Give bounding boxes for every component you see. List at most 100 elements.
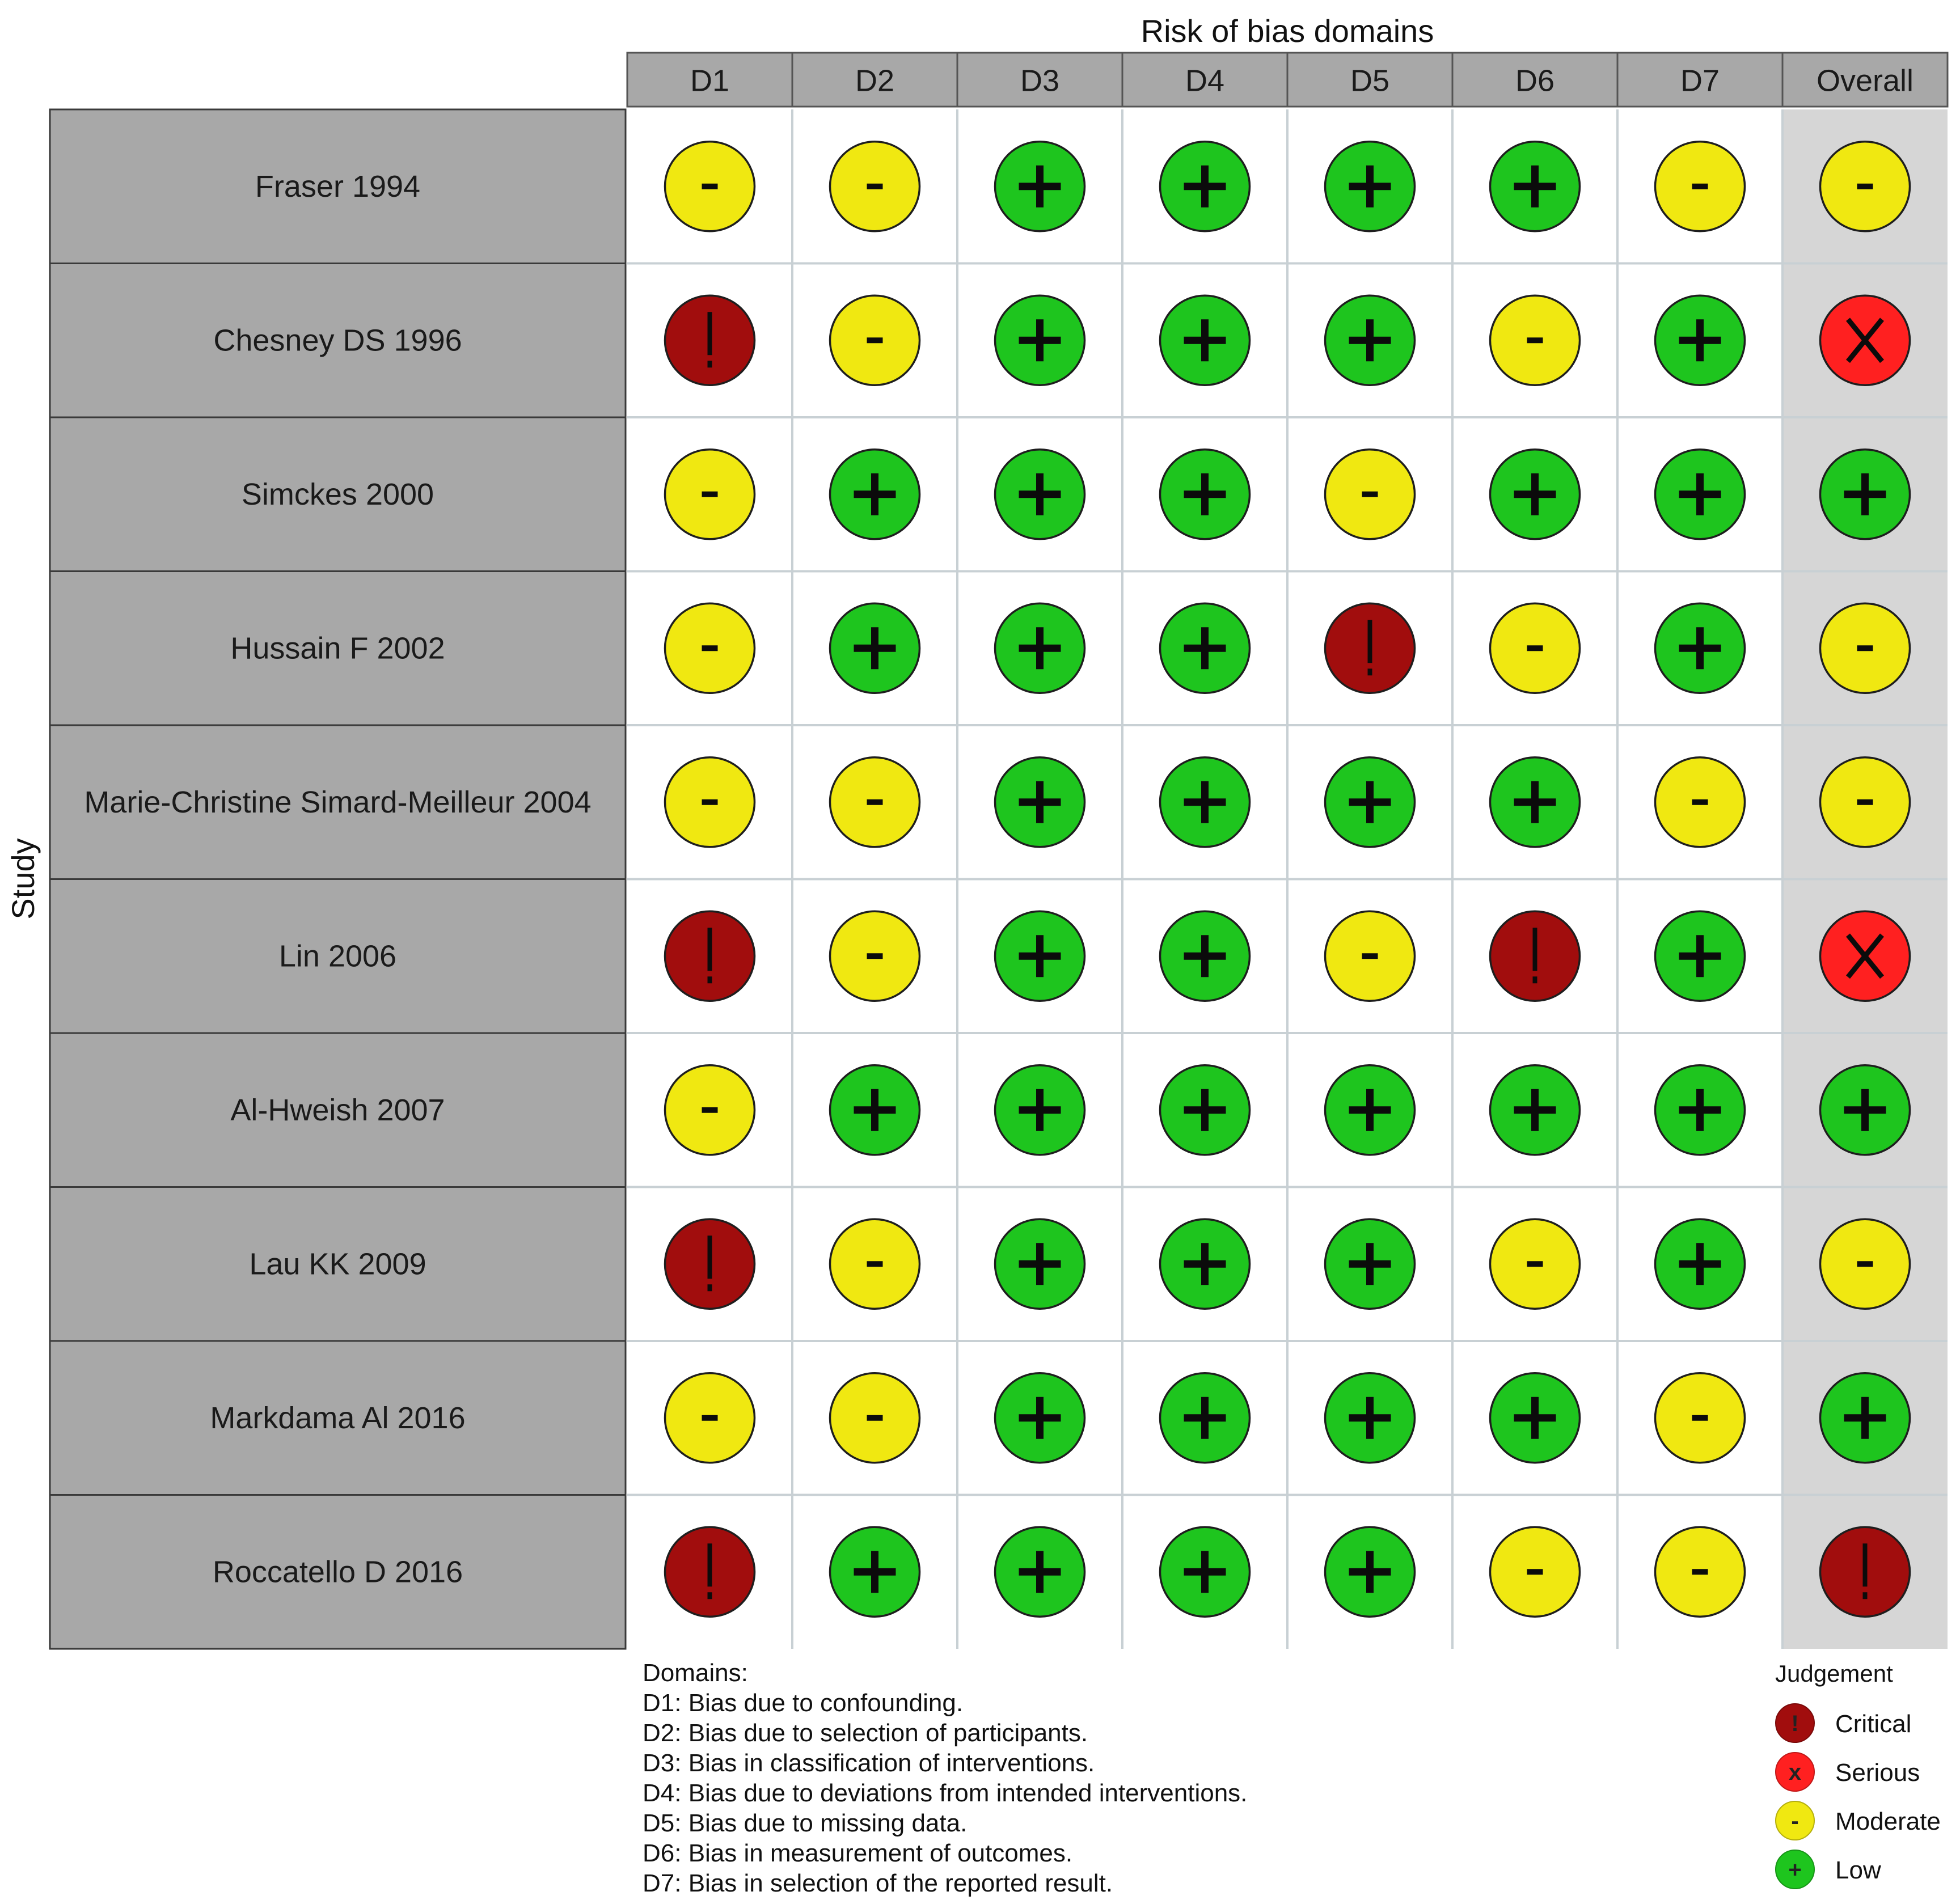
judgement-critical-roccatello-d-2016-overall: [1819, 1526, 1911, 1618]
judgement-low-lau-kk-2009-d4: [1159, 1218, 1251, 1310]
legend-item-critical: ! Critical: [1775, 1701, 1957, 1750]
minus-icon: [1692, 799, 1708, 805]
plus-icon: [871, 1089, 878, 1131]
judgement-critical-lin-2006-d6: [1489, 910, 1581, 1002]
judgement-moderate-hussain-f-2002-d6: [1489, 602, 1581, 694]
minus-icon: [867, 337, 883, 344]
minus-icon: [867, 1261, 883, 1267]
minus-icon: [1857, 645, 1873, 651]
judgement-low-roccatello-d-2016-d4: [1159, 1526, 1251, 1618]
plus-icon: [1036, 1397, 1044, 1439]
judgement-moderate-al-hweish-2007-d1: [664, 1064, 756, 1156]
judgement-low-markdama-al-2016-d5: [1324, 1372, 1416, 1464]
judgement-low-fraser-1994-d3: [994, 141, 1086, 232]
exclamation-icon: [707, 976, 712, 984]
domain-description-d3: D3: Bias in classification of interventi…: [643, 1749, 1095, 1777]
minus-icon: [867, 1415, 883, 1421]
minus-icon: [867, 183, 883, 189]
judgement-moderate-fraser-1994-d1: [664, 141, 756, 232]
plus-icon: [1531, 1089, 1539, 1131]
exclamation-icon: [1532, 928, 1537, 971]
y-axis-label: Study: [5, 838, 41, 919]
column-header-d6: [1451, 52, 1619, 108]
plus-icon: [1531, 1397, 1539, 1439]
minus-icon: [702, 491, 718, 497]
plus-icon: [1201, 627, 1209, 670]
judgement-critical-lau-kk-2009-d1: [664, 1218, 756, 1310]
study-label: Lau KK 2009: [249, 1247, 426, 1281]
judgement-low-lin-2006-d7: [1654, 910, 1746, 1002]
plus-icon: [1201, 1397, 1209, 1439]
plus-icon: [1201, 319, 1209, 362]
judgement-moderate-fraser-1994-d2: [829, 141, 921, 232]
legend-item-serious: x Serious: [1775, 1750, 1957, 1799]
judgement-moderate-hussain-f-2002-overall: [1819, 602, 1911, 694]
column-header-overall: [1781, 52, 1949, 108]
judgement-low-hussain-f-2002-d2: [829, 602, 921, 694]
plus-icon: [1366, 1243, 1374, 1285]
study-cell: [49, 263, 627, 418]
study-cell: [49, 1494, 627, 1650]
judgement-critical-hussain-f-2002-d5: [1324, 602, 1416, 694]
judgement-moderate-marie-christine-simard-meilleur-2004-overall: [1819, 756, 1911, 848]
judgement-low-hussain-f-2002-d7: [1654, 602, 1746, 694]
minus-icon: [1692, 1569, 1708, 1575]
judgement-moderate-marie-christine-simard-meilleur-2004-d7: [1654, 756, 1746, 848]
judgement-moderate-lau-kk-2009-d2: [829, 1218, 921, 1310]
plus-icon: [1366, 1089, 1374, 1131]
minus-icon: [1527, 1569, 1543, 1575]
study-cell: [49, 108, 627, 264]
judgement-moderate-simckes-2000-d1: [664, 448, 756, 540]
plus-icon: [1201, 473, 1209, 515]
judgement-low-fraser-1994-d6: [1489, 141, 1581, 232]
judgement-critical-chesney-ds-1996-d1: [664, 294, 756, 386]
judgement-low-marie-christine-simard-meilleur-2004-d4: [1159, 756, 1251, 848]
judgement-moderate-markdama-al-2016-d7: [1654, 1372, 1746, 1464]
study-label: Hussain F 2002: [230, 631, 445, 665]
judgement-serious-chesney-ds-1996-overall: [1819, 294, 1911, 386]
study-cell: [49, 878, 627, 1034]
column-header-label-d5: D5: [1350, 64, 1389, 98]
judgement-low-al-hweish-2007-d7: [1654, 1064, 1746, 1156]
judgement-low-simckes-2000-d4: [1159, 448, 1251, 540]
judgement-low-roccatello-d-2016-d2: [829, 1526, 921, 1618]
judgement-moderate-roccatello-d-2016-d6: [1489, 1526, 1581, 1618]
minus-icon: [867, 953, 883, 959]
domains-legend: Domains: D1: Bias due to confounding. D2…: [643, 1658, 1493, 1898]
plus-icon: [1696, 1089, 1704, 1131]
judgement-moderate-markdama-al-2016-d2: [829, 1372, 921, 1464]
minus-icon: [1857, 799, 1873, 805]
plus-icon: [1861, 473, 1869, 515]
moderate-icon: -: [1775, 1801, 1815, 1840]
plus-icon: [1036, 473, 1044, 515]
judgement-low-chesney-ds-1996-d3: [994, 294, 1086, 386]
plus-icon: [1531, 781, 1539, 823]
column-header-d1: [626, 52, 793, 108]
legend-label-serious: Serious: [1835, 1759, 1920, 1787]
judgement-low-marie-christine-simard-meilleur-2004-d3: [994, 756, 1086, 848]
plus-icon: [1696, 1243, 1704, 1285]
plus-icon: [1861, 1089, 1869, 1131]
judgement-low-fraser-1994-d4: [1159, 141, 1251, 232]
column-header-label-d1: D1: [690, 64, 729, 98]
plus-icon: [1201, 1243, 1209, 1285]
plus-icon: [1366, 319, 1374, 362]
study-label: Roccatello D 2016: [213, 1555, 463, 1589]
judgement-low-al-hweish-2007-d2: [829, 1064, 921, 1156]
study-cell: [49, 416, 627, 572]
column-header-label-d7: D7: [1680, 64, 1720, 98]
minus-icon: [867, 799, 883, 805]
plus-icon: [1696, 935, 1704, 977]
minus-icon: [1527, 645, 1543, 651]
study-cell: [49, 1340, 627, 1496]
study-label: Lin 2006: [279, 939, 396, 973]
plus-icon: [1036, 165, 1044, 208]
judgement-moderate-fraser-1994-overall: [1819, 141, 1911, 232]
plus-icon: [871, 627, 878, 670]
minus-icon: [1857, 183, 1873, 189]
exclamation-icon: [1367, 668, 1372, 676]
judgement-low-simckes-2000-d3: [994, 448, 1086, 540]
judgement-low-marie-christine-simard-meilleur-2004-d5: [1324, 756, 1416, 848]
judgement-low-simckes-2000-d7: [1654, 448, 1746, 540]
